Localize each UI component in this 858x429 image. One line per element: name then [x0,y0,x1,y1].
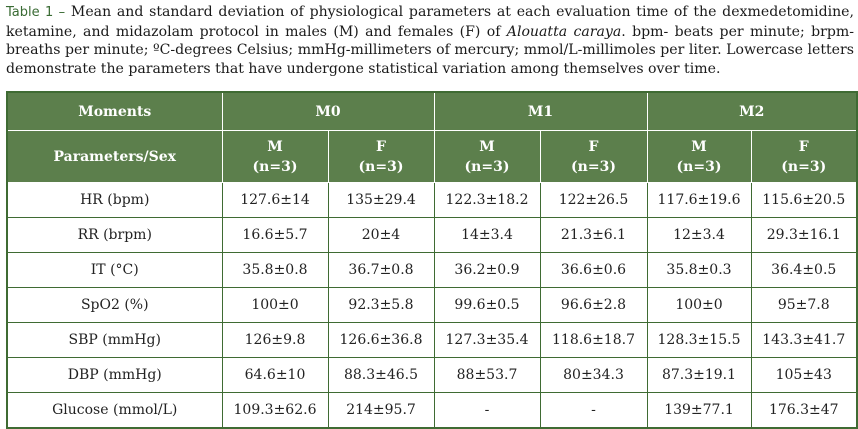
table-cell: 16.6±5.7 [221,217,329,253]
table-cell: 14±3.4 [433,217,541,253]
sex-label: M [691,138,707,155]
table-cell: 176.3±47 [750,392,858,429]
n-label: (n=3) [571,158,616,175]
table-cell: 122±26.5 [539,182,648,218]
header-sex-cell: F (n=3) [327,130,435,183]
sex-label: F [798,138,809,155]
table-cell: 135±29.4 [327,182,435,218]
table-cell: 96.6±2.8 [539,287,648,323]
table-cell: 87.3±19.1 [646,357,752,393]
table-cell: 88±53.7 [433,357,541,393]
table-cell: 105±43 [750,357,858,393]
table-cell: 80±34.3 [539,357,648,393]
n-label: (n=3) [464,158,510,175]
table-cell: 214±95.7 [327,392,435,429]
table-cell: 127.6±14 [221,182,329,218]
row-param: HR (bpm) [6,182,223,218]
table-cell: 126.6±36.8 [327,322,435,358]
row-param: DBP (mmHg) [6,357,223,393]
header-sex-cell: M (n=3) [646,130,752,183]
table-cell: 35.8±0.3 [646,252,752,288]
table-cell: 29.3±16.1 [750,217,858,253]
table-row: IT (°C) 35.8±0.8 36.7±0.8 36.2±0.9 36.6±… [6,252,858,288]
table-cell: 36.4±0.5 [750,252,858,288]
table-cell: 127.3±35.4 [433,322,541,358]
n-label: (n=3) [676,158,722,175]
sex-label: M [267,138,283,155]
header-moments: Moments [6,91,223,131]
table-cell: 21.3±6.1 [539,217,648,253]
table-cell: 92.3±5.8 [327,287,435,323]
table-cell: 122.3±18.2 [433,182,541,218]
row-param: RR (brpm) [6,217,223,253]
table-row: Glucose (mmol/L) 109.3±62.6 214±95.7 - -… [6,392,858,429]
caption-text-1: Mean and standard deviation of physiolog… [6,4,855,40]
table-row: RR (brpm) 16.6±5.7 20±4 14±3.4 21.3±6.1 … [6,217,858,253]
table-cell: 35.8±0.8 [221,252,329,288]
header-moment-m2: M2 [646,91,858,131]
table-cell: 100±0 [646,287,752,323]
sex-label: M [479,138,495,155]
header-parameters-sex: Parameters/Sex [6,130,223,183]
table-cell: - [539,392,648,429]
table-cell: 126±9.8 [221,322,329,358]
table-row: SBP (mmHg) 126±9.8 126.6±36.8 127.3±35.4… [6,322,858,358]
table-cell: 20±4 [327,217,435,253]
table-row: DBP (mmHg) 64.6±10 88.3±46.5 88±53.7 80±… [6,357,858,393]
table-cell: 36.7±0.8 [327,252,435,288]
header-moment-m1: M1 [433,91,648,131]
caption-species: Alouatta caraya [506,23,622,40]
header-moment-m0: M0 [221,91,435,131]
header-sex-cell: M (n=3) [433,130,541,183]
table-cell: 143.3±41.7 [750,322,858,358]
table-cell: 109.3±62.6 [221,392,329,429]
table-cell: 139±77.1 [646,392,752,429]
table-cell: 36.6±0.6 [539,252,648,288]
sex-label: F [588,138,599,155]
table-cell: 99.6±0.5 [433,287,541,323]
row-param: Glucose (mmol/L) [6,392,223,429]
table-cell: 12±3.4 [646,217,752,253]
n-label: (n=3) [358,158,404,175]
table-cell: 36.2±0.9 [433,252,541,288]
table-caption: Table 1 – Mean and standard deviation of… [6,3,854,78]
table-row: HR (bpm) 127.6±14 135±29.4 122.3±18.2 12… [6,182,858,218]
table-cell: 115.6±20.5 [750,182,858,218]
table-cell: 64.6±10 [221,357,329,393]
physiological-parameters-table: Moments M0 M1 M2 Parameters/Sex M (n=3) F… [6,91,858,429]
n-label: (n=3) [781,158,827,175]
sex-label: F [376,138,386,155]
table-cell: - [433,392,541,429]
table-cell: 95±7.8 [750,287,858,323]
caption-label: Table 1 – [6,5,66,20]
table-cell: 118.6±18.7 [539,322,648,358]
table-cell: 117.6±19.6 [646,182,752,218]
header-sex-cell: F (n=3) [539,130,648,183]
table-row: SpO2 (%) 100±0 92.3±5.8 99.6±0.5 96.6±2.… [6,287,858,323]
header-sex-cell: M (n=3) [221,130,329,183]
row-param: IT (°C) [6,252,223,288]
table-cell: 100±0 [221,287,329,323]
table-cell: 128.3±15.5 [646,322,752,358]
table-cell: 88.3±46.5 [327,357,435,393]
header-sex-cell: F (n=3) [750,130,858,183]
row-param: SpO2 (%) [6,287,223,323]
caption-text-2: . bpm- beats per minute; brpm- breaths p… [6,23,854,77]
n-label: (n=3) [252,158,298,175]
row-param: SBP (mmHg) [6,322,223,358]
